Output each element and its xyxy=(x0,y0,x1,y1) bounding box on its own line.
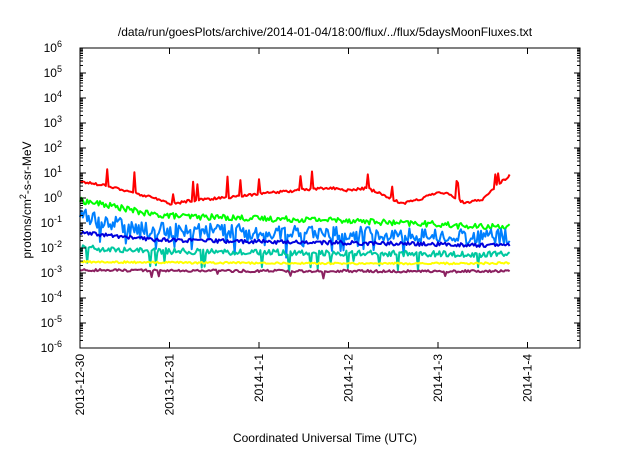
y-tick-base: 10 xyxy=(44,166,58,180)
y-axis: 10-610-510-410-310-210-11001011021031041… xyxy=(41,39,580,355)
y-tick-base: 10 xyxy=(44,116,58,130)
y-axis-title-sup: 2 xyxy=(18,194,28,199)
y-tick-label: 102 xyxy=(44,139,62,155)
series-line-5 xyxy=(79,259,511,266)
y-tick-exp: -1 xyxy=(54,214,62,224)
y-tick-label: 10-6 xyxy=(41,339,62,355)
y-tick-exp: -4 xyxy=(54,289,62,299)
y-tick-base: 10 xyxy=(41,341,55,355)
y-tick-exp: -2 xyxy=(54,239,62,249)
y-tick-exp: 5 xyxy=(57,64,62,74)
series-line-6 xyxy=(79,268,511,280)
x-tick-label: 2014-1-4 xyxy=(521,354,535,402)
y-tick-exp: -3 xyxy=(54,264,62,274)
y-tick-base: 10 xyxy=(41,266,55,280)
x-axis: 2013-12-30 2013-12-31 2014-1-1 2014-1-2 2014… xyxy=(73,48,535,415)
y-tick-base: 10 xyxy=(44,141,58,155)
y-tick-exp: 6 xyxy=(57,39,62,49)
y-tick-base: 10 xyxy=(44,66,58,80)
y-tick-label: 101 xyxy=(44,164,62,180)
y-tick-base: 10 xyxy=(44,41,58,55)
x-tick-label: 2014-1-3 xyxy=(431,354,445,402)
y-tick-exp: -5 xyxy=(54,314,62,324)
y-tick-base: 10 xyxy=(41,241,55,255)
y-axis-title-main: protons/cm xyxy=(20,199,34,258)
series-line-4 xyxy=(79,244,511,274)
series-line-3 xyxy=(79,230,511,248)
y-tick-base: 10 xyxy=(44,191,58,205)
x-tick-label: 2013-12-31 xyxy=(163,354,177,416)
series-line-1 xyxy=(79,196,511,231)
x-tick-label: 2014-1-1 xyxy=(252,354,266,402)
y-tick-label: 10-5 xyxy=(41,314,62,330)
y-tick-exp: 0 xyxy=(57,189,62,199)
y-tick-label: 103 xyxy=(44,114,62,130)
y-tick-exp: 3 xyxy=(57,114,62,124)
y-tick-label: 10-2 xyxy=(41,239,62,255)
x-axis-title: Coordinated Universal Time (UTC) xyxy=(233,431,417,445)
y-axis-title-rest: -s-sr-MeV xyxy=(20,141,34,194)
x-tick-label: 2013-12-30 xyxy=(73,354,87,416)
y-tick-label: 10-3 xyxy=(41,264,62,280)
y-tick-exp: 4 xyxy=(57,89,62,99)
y-tick-exp: -6 xyxy=(54,339,62,349)
y-tick-base: 10 xyxy=(41,316,55,330)
y-axis-title: protons/cm2-s-sr-MeV xyxy=(18,141,34,258)
y-tick-label: 104 xyxy=(44,89,62,105)
y-tick-base: 10 xyxy=(41,291,55,305)
y-tick-exp: 1 xyxy=(57,164,62,174)
y-tick-label: 10-1 xyxy=(41,214,62,230)
y-tick-label: 10-4 xyxy=(41,289,62,305)
y-tick-label: 106 xyxy=(44,39,62,55)
y-tick-label: 105 xyxy=(44,64,62,80)
y-tick-exp: 2 xyxy=(57,139,62,149)
y-tick-base: 10 xyxy=(44,91,58,105)
y-tick-label: 100 xyxy=(44,189,62,205)
x-tick-label: 2014-1-2 xyxy=(342,354,356,402)
series-line-0 xyxy=(79,168,511,206)
series-layer xyxy=(79,168,511,280)
chart-title: /data/run/goesPlots/archive/2014-01-04/1… xyxy=(118,25,533,39)
y-tick-base: 10 xyxy=(41,216,55,230)
